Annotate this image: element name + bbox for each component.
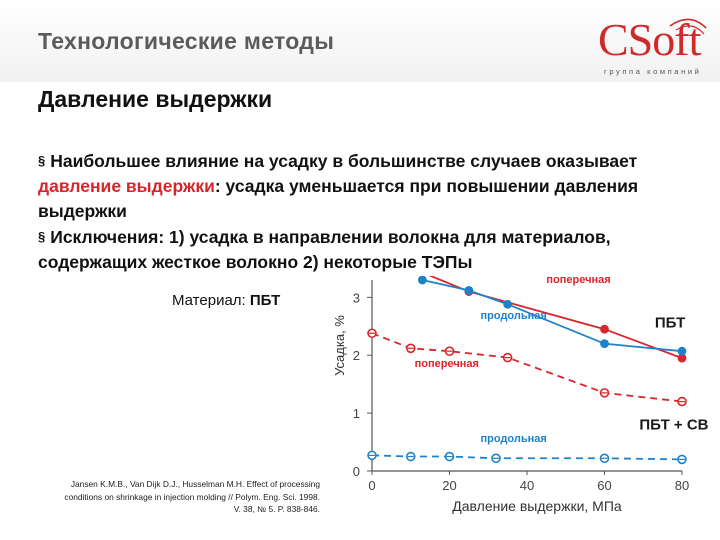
header-title: Технологические методы bbox=[38, 28, 335, 54]
slide-title: Давление выдержки bbox=[38, 86, 273, 112]
shrinkage-chart: 0 1 2 3 0 20 40 60 80 Давление выдержки, МПа Усадк… bbox=[332, 276, 709, 514]
data-point bbox=[600, 339, 609, 349]
y-tick-label: 0 bbox=[353, 464, 360, 479]
y-tick-label: 1 bbox=[353, 406, 360, 421]
data-point bbox=[600, 324, 609, 334]
series-label: поперечная bbox=[415, 358, 479, 370]
body-text: § Наибольшее влияние на усадку в большинс… bbox=[38, 148, 698, 275]
data-point bbox=[503, 299, 513, 309]
header-band bbox=[0, 0, 720, 82]
paragraph-2: § Исключения: 1) усадка в направлении вол… bbox=[38, 224, 698, 275]
series-line-0 bbox=[428, 276, 683, 359]
series-label: поперечная bbox=[546, 276, 610, 286]
logo-subtitle: группа компаний bbox=[604, 67, 702, 76]
csoft-logo: CSoft группа компаний bbox=[596, 14, 712, 84]
bullet-2: § bbox=[38, 229, 46, 244]
data-point bbox=[464, 286, 474, 295]
paragraph-1: § Наибольшее влияние на усадку в большинс… bbox=[38, 148, 698, 224]
material-value: ПБТ bbox=[249, 292, 281, 309]
x-tick-label: 0 bbox=[368, 478, 375, 493]
material-caption: Материал: ПБТ bbox=[172, 292, 280, 309]
material-label: Материал: bbox=[172, 292, 250, 309]
x-axis-title: Давление выдержки, МПа bbox=[452, 498, 622, 514]
x-tick-label: 20 bbox=[442, 478, 456, 493]
data-point bbox=[677, 353, 687, 363]
group-label: ПБТ + СВ bbox=[639, 416, 708, 433]
series-line-2 bbox=[371, 332, 683, 403]
logo-text: CSoft bbox=[598, 14, 701, 65]
series-line-3 bbox=[371, 454, 683, 461]
x-tick-label: 80 bbox=[675, 478, 689, 493]
data-point bbox=[417, 276, 427, 285]
y-tick-label: 3 bbox=[353, 290, 360, 305]
paragraph-2-text: Исключения: 1) усадка в направлении воло… bbox=[38, 227, 611, 272]
series-label: продольная bbox=[481, 433, 547, 445]
citation: Jansen K.M.B., Van Dijk D.J., Husselman … bbox=[64, 479, 320, 514]
y-axis-title: Усадка, % bbox=[332, 315, 347, 376]
y-tick-label: 2 bbox=[353, 348, 360, 363]
paragraph-1-after: : усадка уменьшается при повышении давле… bbox=[38, 176, 639, 221]
paragraph-1-highlight: давление выдержки bbox=[38, 176, 215, 196]
bullet-1: § bbox=[38, 153, 46, 168]
paragraph-1-before: Наибольшее влияние на усадку в большинст… bbox=[50, 151, 638, 171]
series-label: продольная bbox=[481, 310, 547, 322]
x-tick-label: 60 bbox=[597, 478, 611, 493]
data-point bbox=[677, 346, 687, 356]
x-tick-label: 40 bbox=[520, 478, 534, 493]
group-label: ПБТ bbox=[655, 314, 685, 331]
logo-arcs-icon bbox=[669, 18, 707, 35]
